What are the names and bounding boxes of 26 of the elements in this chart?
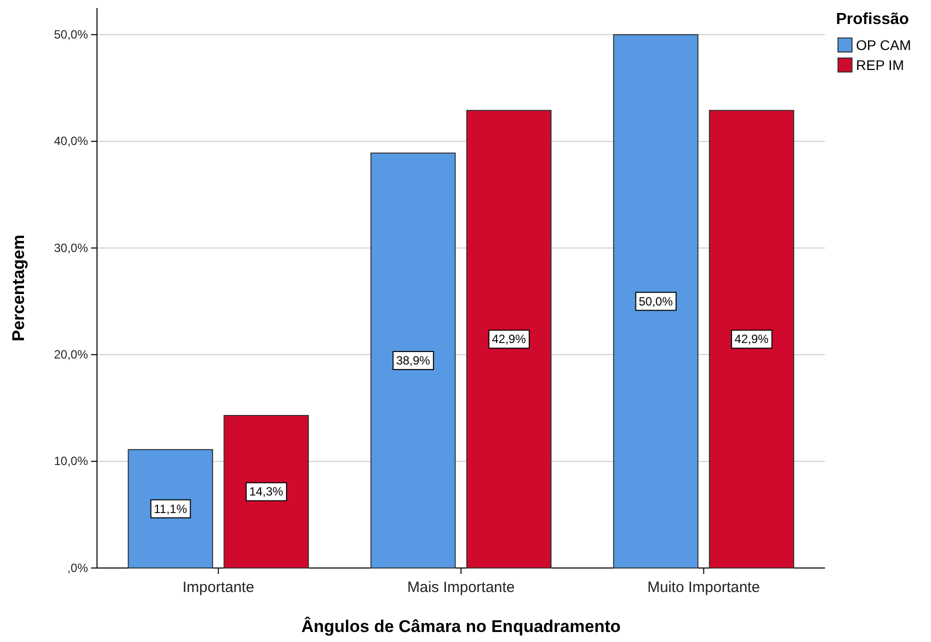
data-label: 14,3% [249,484,284,499]
legend-title: Profissão [836,11,910,28]
y-tick-label: 40,0% [54,134,88,148]
bar [613,34,698,568]
data-label: 42,9% [492,332,526,346]
y-tick-label: ,0% [67,560,88,575]
data-label: 50,0% [638,294,674,308]
legend-label: OP CAM [856,37,911,53]
data-label: 38,9% [396,354,430,368]
bar [224,414,309,568]
bar [708,110,794,568]
x-tick-label: Muito Importante [647,579,760,596]
y-tick-label: 50,0% [54,28,88,42]
y-axis-title: Percentagem [9,234,28,342]
bar [370,152,456,568]
bar [128,449,214,568]
x-tick-label: Mais Importante [407,579,515,596]
legend-label: REP IM [856,57,904,73]
x-axis-title: Ângulos de Câmara no Enquadramento [301,616,621,636]
bar [466,110,552,568]
data-label: 42,9% [734,332,769,346]
y-tick-label: 10,0% [54,454,88,468]
x-tick-label: Importante [182,579,254,596]
data-label: 11,1% [154,502,188,516]
y-tick-label: 30,0% [54,240,88,255]
y-tick-label: 20,0% [54,348,88,362]
